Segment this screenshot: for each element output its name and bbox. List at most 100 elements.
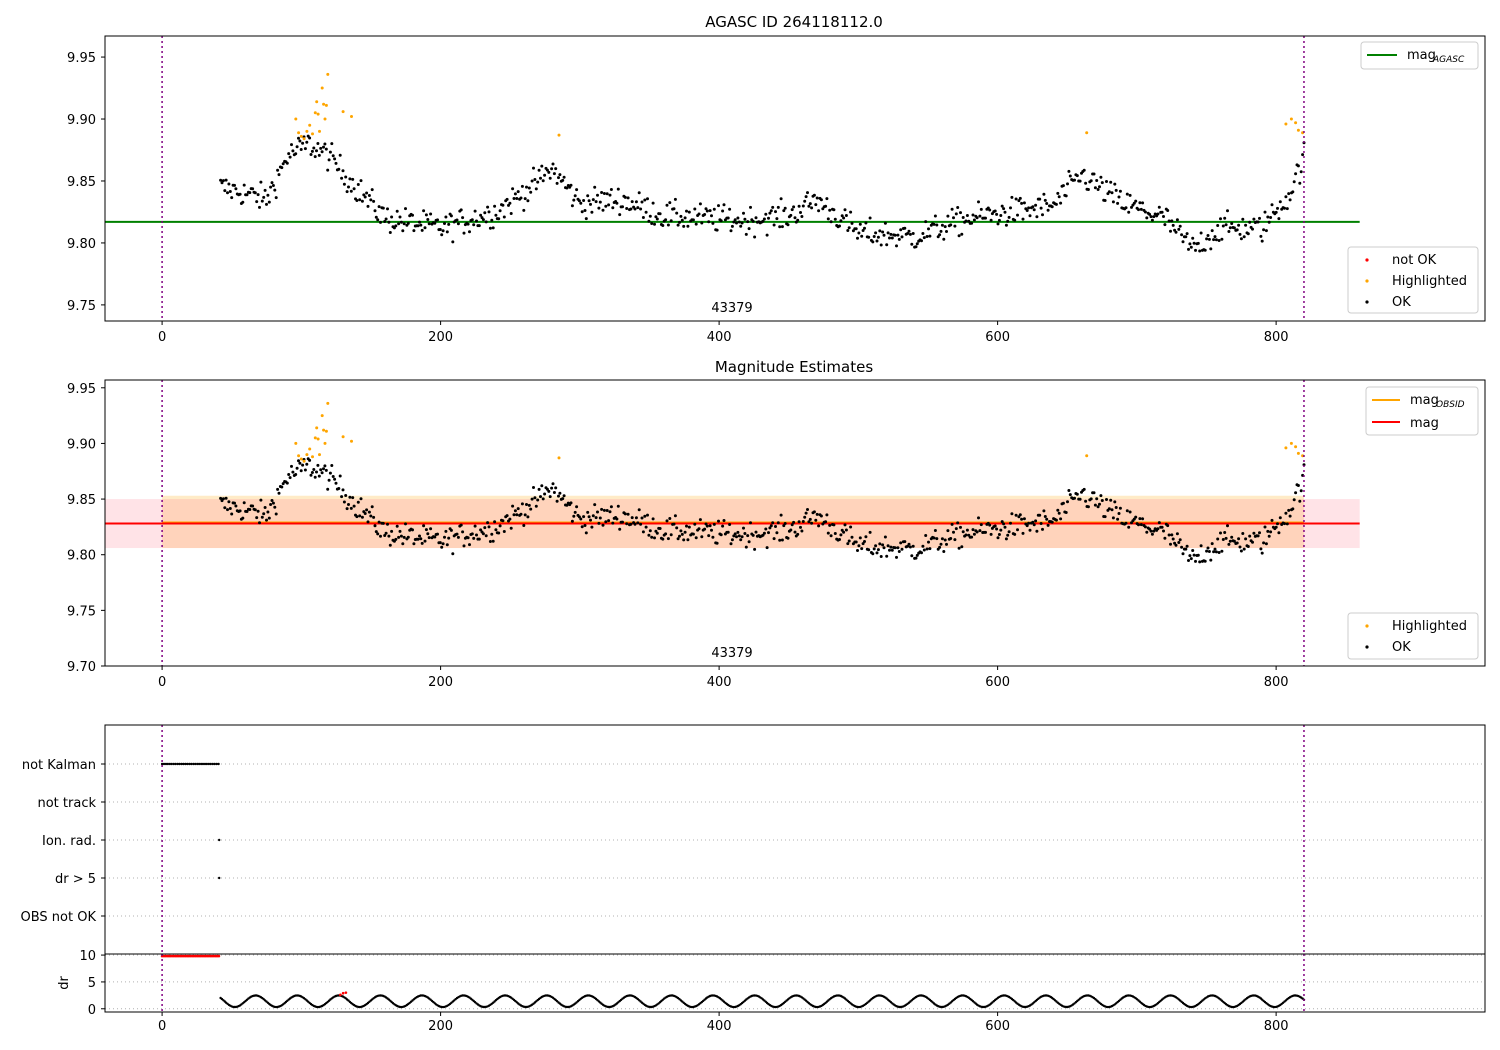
ok-point <box>537 487 541 491</box>
ok-point <box>933 214 937 218</box>
ok-point <box>1016 528 1019 532</box>
highlighted-point <box>350 439 353 443</box>
flag-point-not-kalman <box>201 762 205 766</box>
ok-point <box>806 508 809 511</box>
ok-point <box>281 162 285 166</box>
ok-point <box>451 240 455 244</box>
ok-point <box>751 219 755 223</box>
ok-point <box>341 169 345 173</box>
ok-point <box>942 237 946 241</box>
ok-point <box>260 199 264 203</box>
highlighted-point <box>323 117 327 121</box>
ok-point <box>1228 226 1232 230</box>
ok-point <box>1212 550 1216 554</box>
ok-point <box>1284 511 1288 515</box>
ok-point <box>1180 545 1184 549</box>
flag-point-not-kalman <box>180 762 183 766</box>
ok-point <box>1227 230 1231 233</box>
ok-point <box>644 210 648 214</box>
ok-point <box>900 547 904 551</box>
ok-point <box>369 514 373 518</box>
flag-point-not-kalman <box>168 762 172 766</box>
ok-point <box>597 206 601 210</box>
ok-point <box>532 166 535 170</box>
ok-point <box>875 551 879 555</box>
ok-point <box>888 548 891 552</box>
ok-point <box>397 222 401 226</box>
ok-point <box>438 228 442 231</box>
legend-label-mag-2: mag <box>1410 416 1439 431</box>
ok-point <box>1224 536 1228 540</box>
ok-point <box>1025 524 1029 528</box>
ok-point <box>395 524 399 528</box>
ok-point <box>491 539 495 543</box>
ok-point <box>1035 529 1039 533</box>
ok-point <box>876 235 880 239</box>
ok-point <box>502 215 506 219</box>
highlighted-point <box>318 453 321 457</box>
ok-point <box>338 474 342 478</box>
ok-point <box>915 553 919 557</box>
ok-point <box>1166 524 1170 528</box>
flag-point-not-kalman <box>217 762 220 766</box>
highlighted-point <box>316 112 320 116</box>
ok-point <box>1156 527 1160 531</box>
ok-point <box>1113 500 1117 504</box>
ok-point <box>839 533 843 537</box>
ok-point <box>1199 231 1203 235</box>
ok-point <box>626 196 630 200</box>
ok-point <box>1107 507 1111 511</box>
y-tick-label: 0 <box>88 1003 96 1018</box>
ok-point <box>550 167 554 171</box>
ok-point <box>1260 551 1264 555</box>
ok-point <box>259 180 263 184</box>
ok-point <box>373 209 377 213</box>
ok-point <box>310 149 314 153</box>
ok-point <box>596 510 599 514</box>
ok-point <box>226 191 229 195</box>
ok-point <box>501 203 505 207</box>
ok-point <box>593 185 597 189</box>
ok-point <box>547 489 551 493</box>
ok-point <box>682 224 686 228</box>
ok-point <box>680 532 684 536</box>
legend-label-mag-obsid: mag <box>1410 393 1439 408</box>
ok-point <box>565 186 569 190</box>
ok-point <box>305 140 309 144</box>
ok-point <box>475 219 478 223</box>
ok-point <box>1096 188 1100 191</box>
ok-point <box>404 207 407 211</box>
ok-point <box>1004 223 1008 227</box>
ok-point <box>508 517 512 521</box>
ok-point <box>970 535 974 539</box>
ok-point <box>710 528 713 532</box>
ok-point <box>1125 509 1129 513</box>
ok-point <box>939 229 943 233</box>
ok-point <box>345 507 349 511</box>
ok-point <box>1027 206 1031 210</box>
ok-point <box>871 240 875 244</box>
ok-point <box>673 197 677 201</box>
ok-point <box>1042 192 1046 196</box>
ok-point <box>1148 212 1152 216</box>
panel-1-title: AGASC ID 264118112.0 <box>705 13 883 31</box>
ok-point <box>881 543 885 547</box>
ok-point <box>580 525 584 529</box>
ok-point <box>793 530 797 534</box>
ok-point <box>427 536 431 540</box>
ok-point <box>295 145 299 149</box>
ok-point <box>1032 523 1036 527</box>
ok-point <box>679 529 683 533</box>
ok-point <box>775 531 779 535</box>
ok-point <box>572 198 576 202</box>
ok-point <box>1000 204 1004 208</box>
flag-point-not-kalman <box>188 762 191 766</box>
ok-point <box>1018 196 1022 200</box>
ok-point <box>259 498 263 502</box>
panel-flags: not Kalman not track Ion. rad. dr > 5 OBS no… <box>21 724 1486 955</box>
ok-point <box>1239 549 1243 553</box>
ok-point <box>573 510 577 514</box>
ok-point <box>1042 509 1046 513</box>
ok-point <box>1027 521 1031 525</box>
ok-point <box>792 205 796 209</box>
